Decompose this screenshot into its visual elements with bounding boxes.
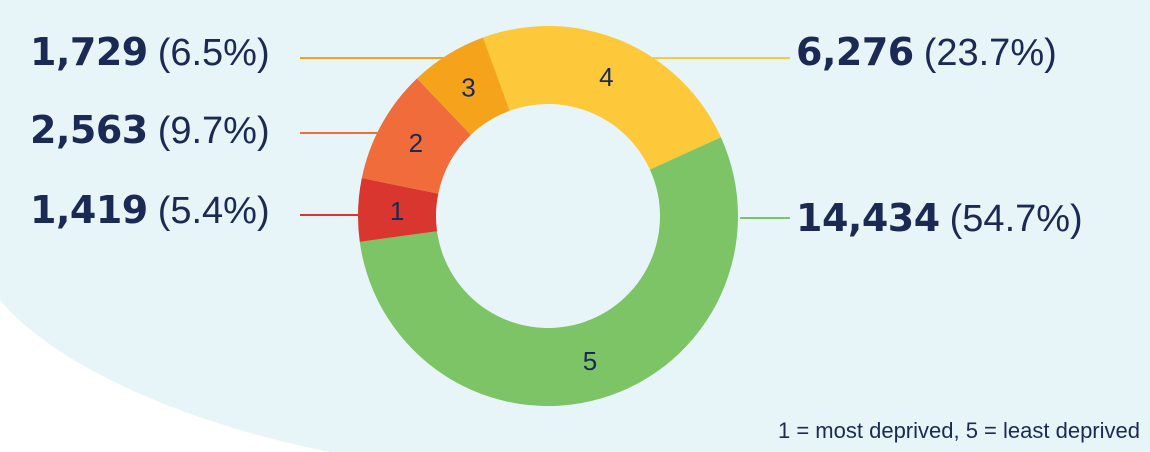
slice-number-label-4: 4 [599, 62, 613, 92]
footnote: 1 = most deprived, 5 = least deprived [778, 418, 1140, 443]
callout-segment-2: 2,563 (9.7%) [30, 108, 270, 153]
slice-number-label-5: 5 [583, 346, 597, 376]
percent-label-segment-4: (23.7%) [923, 32, 1057, 74]
slice-number-label-2: 2 [409, 128, 423, 158]
percent-label-segment-1: (5.4%) [157, 190, 270, 232]
percent-label-segment-2: (9.7%) [157, 110, 270, 152]
donut-slice-4 [483, 25, 721, 170]
slice-number-label-3: 3 [461, 73, 475, 103]
percent-label-segment-5: (54.7%) [949, 198, 1083, 240]
count-label-segment-1: 1,419 [30, 188, 148, 232]
callout-segment-5: 14,434 (54.7%) [796, 196, 1083, 241]
donut-slice-3 [417, 37, 510, 135]
slice-number-label-1: 1 [390, 196, 404, 226]
callout-segment-4: 6,276 (23.7%) [796, 30, 1057, 75]
callout-segment-1: 1,419 (5.4%) [30, 188, 270, 233]
callout-segment-3: 1,729 (6.5%) [30, 30, 270, 75]
count-label-segment-4: 6,276 [796, 30, 914, 74]
donut-slice-1 [358, 178, 439, 242]
count-label-segment-2: 2,563 [30, 108, 148, 152]
donut-slice-5 [359, 137, 738, 406]
count-label-segment-5: 14,434 [796, 196, 940, 240]
count-label-segment-3: 1,729 [30, 30, 148, 74]
donut-slice-2 [361, 78, 471, 194]
percent-label-segment-3: (6.5%) [157, 32, 270, 74]
